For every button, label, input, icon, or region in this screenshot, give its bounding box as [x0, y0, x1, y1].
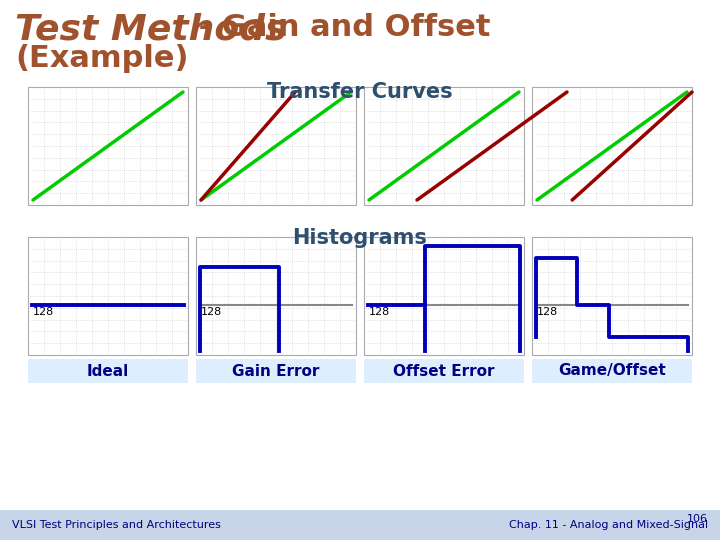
Bar [532, 87, 692, 205]
Text: 128: 128 [33, 307, 54, 318]
Text: 128: 128 [537, 307, 558, 318]
Bar [532, 237, 692, 355]
Text: Histograms: Histograms [292, 228, 428, 248]
Text: (Example): (Example) [15, 44, 189, 73]
Bar [196, 87, 356, 205]
Bar [364, 359, 524, 383]
Text: Game/Offset: Game/Offset [558, 363, 666, 379]
Text: - Gain and Offset: - Gain and Offset [188, 13, 490, 42]
Text: VLSI Test Principles and Architectures: VLSI Test Principles and Architectures [12, 520, 221, 530]
Bar [28, 359, 188, 383]
Text: 128: 128 [201, 307, 222, 318]
Bar [0, 510, 720, 540]
Bar [196, 359, 356, 383]
Bar [364, 237, 524, 355]
Bar [532, 359, 692, 383]
Text: Gain Error: Gain Error [233, 363, 320, 379]
Text: Transfer Curves: Transfer Curves [267, 82, 453, 102]
Bar [364, 87, 524, 205]
Bar [28, 87, 188, 205]
Text: Offset Error: Offset Error [393, 363, 495, 379]
Bar [28, 237, 188, 355]
Text: Chap. 11 - Analog and Mixed-Signal: Chap. 11 - Analog and Mixed-Signal [509, 520, 708, 530]
Text: 128: 128 [369, 307, 390, 318]
Text: 106: 106 [687, 515, 708, 524]
Text: Ideal: Ideal [87, 363, 129, 379]
Text: Test Methods: Test Methods [15, 13, 287, 47]
Bar [196, 237, 356, 355]
